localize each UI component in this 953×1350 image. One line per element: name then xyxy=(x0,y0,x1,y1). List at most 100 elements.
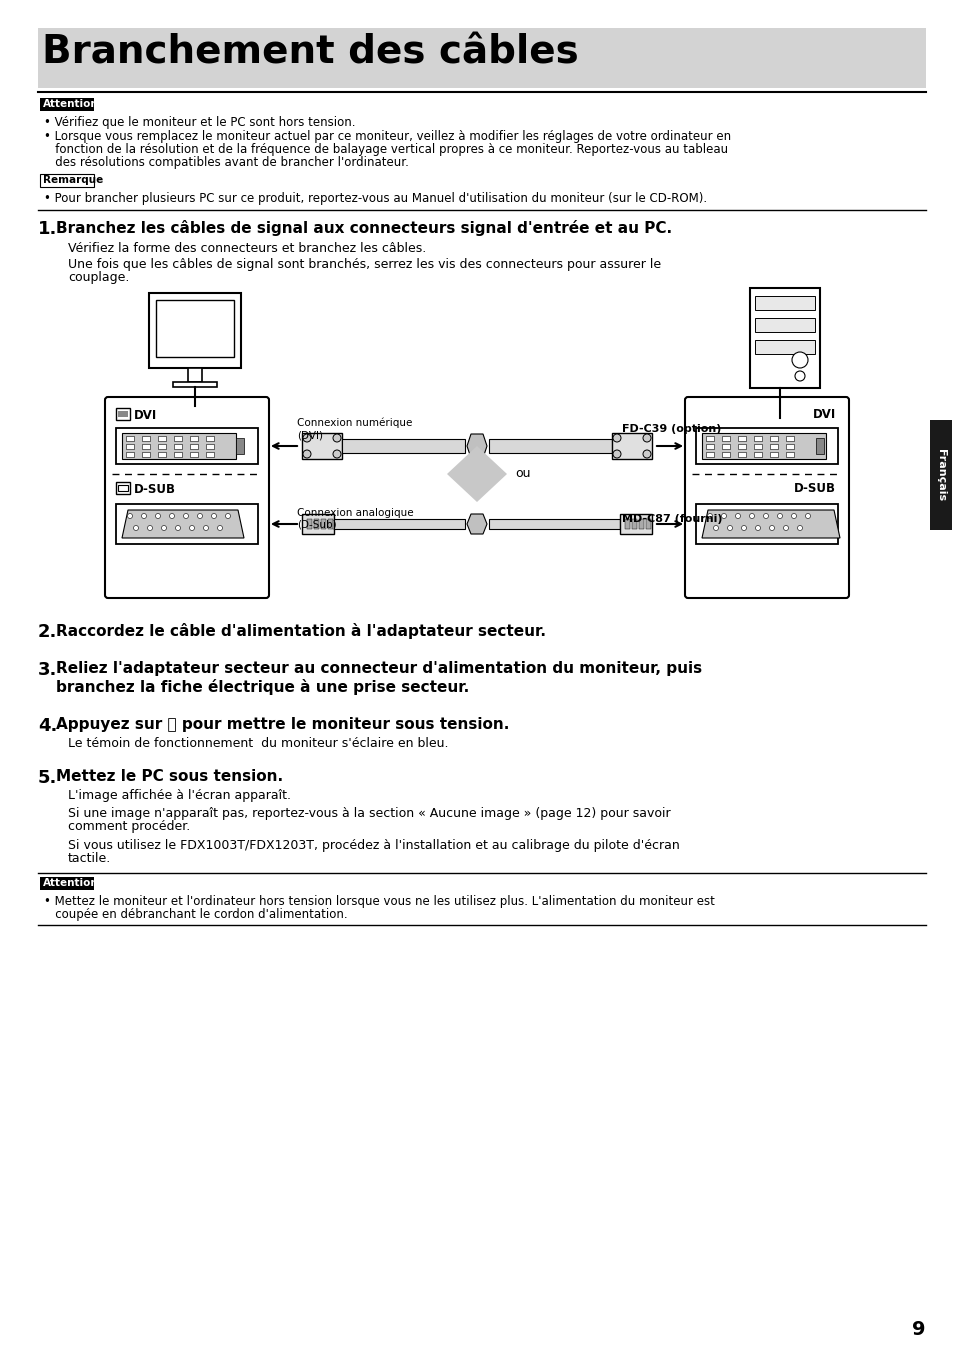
Bar xyxy=(40,174,94,188)
Text: Mettez le PC sous tension.: Mettez le PC sous tension. xyxy=(56,769,283,784)
Circle shape xyxy=(170,513,174,518)
Bar xyxy=(173,436,182,441)
Circle shape xyxy=(212,513,216,518)
Circle shape xyxy=(613,450,620,458)
Bar xyxy=(173,444,182,450)
Circle shape xyxy=(642,450,650,458)
Bar xyxy=(754,319,814,332)
Text: ou: ou xyxy=(515,467,530,481)
Bar xyxy=(341,439,464,454)
Text: Attention: Attention xyxy=(43,99,99,109)
Bar xyxy=(705,452,713,458)
Circle shape xyxy=(303,433,311,441)
Bar xyxy=(172,382,216,387)
Bar xyxy=(754,340,814,354)
Text: Vérifiez la forme des connecteurs et branchez les câbles.: Vérifiez la forme des connecteurs et bra… xyxy=(68,242,426,255)
Circle shape xyxy=(190,525,194,531)
Text: L'image affichée à l'écran apparaît.: L'image affichée à l'écran apparaît. xyxy=(68,788,291,802)
Text: Attention: Attention xyxy=(43,878,99,888)
Bar xyxy=(696,504,837,544)
Text: 5.: 5. xyxy=(38,769,57,787)
Circle shape xyxy=(128,513,132,518)
Bar xyxy=(40,878,94,890)
Text: Branchement des câbles: Branchement des câbles xyxy=(42,32,578,72)
Circle shape xyxy=(203,525,209,531)
Text: DVI: DVI xyxy=(133,409,157,423)
Circle shape xyxy=(197,513,202,518)
Text: fonction de la résolution et de la fréquence de balayage vertical propres à ce m: fonction de la résolution et de la fréqu… xyxy=(44,143,727,157)
Bar xyxy=(116,504,257,544)
Bar xyxy=(314,518,318,529)
Bar xyxy=(753,436,761,441)
Bar xyxy=(701,433,825,459)
Circle shape xyxy=(713,525,718,531)
Bar xyxy=(206,436,213,441)
Circle shape xyxy=(225,513,231,518)
Circle shape xyxy=(642,433,650,441)
Bar xyxy=(142,444,150,450)
Circle shape xyxy=(777,513,781,518)
Bar xyxy=(126,436,133,441)
Text: coupée en débranchant le cordon d'alimentation.: coupée en débranchant le cordon d'alimen… xyxy=(44,909,347,921)
Text: DVI: DVI xyxy=(812,408,835,421)
Text: tactile.: tactile. xyxy=(68,852,112,865)
Polygon shape xyxy=(122,510,244,539)
Circle shape xyxy=(333,450,340,458)
Bar xyxy=(173,452,182,458)
Bar xyxy=(235,437,244,454)
Text: D-SUB: D-SUB xyxy=(133,483,175,495)
Text: 2.: 2. xyxy=(38,622,57,641)
Bar xyxy=(785,436,793,441)
Circle shape xyxy=(791,513,796,518)
Bar xyxy=(705,436,713,441)
Text: Reliez l'adaptateur secteur au connecteur d'alimentation du moniteur, puis: Reliez l'adaptateur secteur au connecteu… xyxy=(56,662,701,676)
Polygon shape xyxy=(701,510,840,539)
Bar xyxy=(118,410,128,417)
Text: D-SUB: D-SUB xyxy=(793,482,835,495)
Bar xyxy=(489,439,612,454)
Circle shape xyxy=(727,525,732,531)
Text: Une fois que les câbles de signal sont branchés, serrez les vis des connecteurs : Une fois que les câbles de signal sont b… xyxy=(68,258,660,271)
Bar xyxy=(749,288,820,387)
Circle shape xyxy=(797,525,801,531)
Text: Connexion analogique
(D-Sub): Connexion analogique (D-Sub) xyxy=(296,508,414,529)
Bar xyxy=(156,300,233,356)
Bar xyxy=(753,452,761,458)
Text: Français: Français xyxy=(935,450,945,501)
Circle shape xyxy=(161,525,167,531)
Text: des résolutions compatibles avant de brancher l'ordinateur.: des résolutions compatibles avant de bra… xyxy=(44,157,409,169)
Circle shape xyxy=(133,525,138,531)
Bar xyxy=(721,452,729,458)
Bar xyxy=(769,436,778,441)
Circle shape xyxy=(141,513,147,518)
Text: Connexion numérique
(DVI): Connexion numérique (DVI) xyxy=(296,418,412,440)
Polygon shape xyxy=(467,433,486,458)
Text: Si une image n'apparaît pas, reportez-vous à la section « Aucune image » (page 1: Si une image n'apparaît pas, reportez-vo… xyxy=(68,807,670,819)
Bar xyxy=(334,518,464,529)
Bar xyxy=(302,433,341,459)
Bar xyxy=(38,28,925,88)
Text: couplage.: couplage. xyxy=(68,271,130,284)
Text: Raccordez le câble d'alimentation à l'adaptateur secteur.: Raccordez le câble d'alimentation à l'ad… xyxy=(56,622,545,639)
Bar xyxy=(116,408,130,420)
Text: • Pour brancher plusieurs PC sur ce produit, reportez-vous au Manuel d'utilisati: • Pour brancher plusieurs PC sur ce prod… xyxy=(44,192,706,205)
Bar xyxy=(118,485,128,491)
Circle shape xyxy=(804,513,810,518)
Bar xyxy=(190,444,198,450)
Text: MD-C87 (fourni): MD-C87 (fourni) xyxy=(621,514,721,524)
Circle shape xyxy=(794,371,804,381)
Text: • Lorsque vous remplacez le moniteur actuel par ce moniteur, veillez à modifier : • Lorsque vous remplacez le moniteur act… xyxy=(44,130,730,143)
Text: comment procéder.: comment procéder. xyxy=(68,819,190,833)
Bar xyxy=(206,452,213,458)
Bar xyxy=(696,428,837,464)
Text: • Mettez le moniteur et l'ordinateur hors tension lorsque vous ne les utilisez p: • Mettez le moniteur et l'ordinateur hor… xyxy=(44,895,714,909)
Bar xyxy=(489,518,619,529)
FancyBboxPatch shape xyxy=(684,397,848,598)
Circle shape xyxy=(175,525,180,531)
Bar xyxy=(645,518,650,529)
Bar xyxy=(158,452,166,458)
Bar xyxy=(753,444,761,450)
Circle shape xyxy=(762,513,768,518)
Bar xyxy=(738,436,745,441)
Bar xyxy=(190,436,198,441)
